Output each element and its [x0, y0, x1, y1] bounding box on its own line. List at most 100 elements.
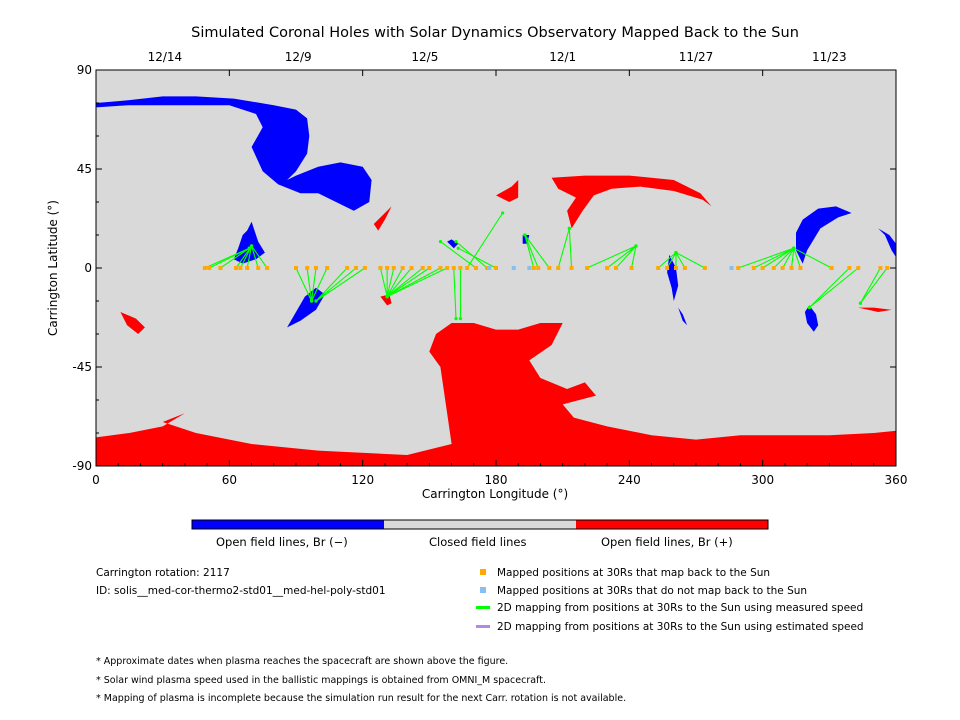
mapping-line-35: [586, 245, 637, 269]
x-axis-label: Carrington Longitude (°): [422, 487, 568, 501]
axes: 0 60 120 180 240 300 360 -90 -45 0 45 90 12/14 12/9 12…: [72, 50, 907, 487]
mapping-line-27: [440, 241, 477, 269]
mapped-point-29: [494, 266, 498, 270]
mapping-line-54: [859, 267, 881, 304]
mapping-line-55: [860, 267, 888, 304]
y-tick-label-3: 45: [77, 162, 92, 176]
mapped-point-54: [878, 266, 883, 270]
mapped-point-1: [207, 266, 212, 270]
positive-hole-1: [551, 175, 712, 229]
mapped-point-27: [474, 266, 478, 270]
mapped-point-16: [385, 266, 390, 270]
unmapped-point-2: [527, 266, 532, 270]
colorbar-label-closed: Closed field lines: [429, 535, 527, 549]
mapping-line-9: [306, 267, 313, 302]
mapping-line-45: [753, 247, 795, 269]
mapping-line-52: [808, 267, 850, 308]
mapped-point-8: [294, 266, 298, 270]
y-tick-label-0: -90: [72, 459, 92, 473]
mapping-line-23: [386, 267, 448, 298]
mapped-point-52: [847, 266, 852, 270]
mapped-point-22: [438, 266, 443, 270]
footpoint-7: [249, 244, 254, 248]
mapping-line-18: [386, 267, 404, 297]
mapping-line-29: [457, 247, 497, 269]
mapping-line-21: [386, 267, 430, 298]
mapping-line-39: [657, 252, 677, 269]
positive-hole-4: [120, 312, 145, 334]
top-date-label-2: 12/5: [411, 50, 438, 64]
x-tick-label-4: 240: [618, 473, 641, 487]
negative-hole-0: [96, 96, 372, 211]
footpoint-23: [385, 295, 389, 299]
x-tick-label-3: 180: [485, 473, 508, 487]
mapping-lines: [204, 212, 888, 319]
mapping-line-7: [251, 245, 268, 269]
legend-item-measured: 2D mapping from positions at 30Rs to the…: [497, 602, 864, 614]
mapped-point-23: [445, 266, 450, 270]
mapped-point-41: [674, 266, 678, 270]
mapped-point-30: [531, 266, 536, 270]
mapped-point-6: [256, 266, 261, 270]
mapped-point-48: [780, 266, 785, 270]
footpoint-26: [501, 211, 505, 215]
x-tick-label-0: 0: [92, 473, 100, 487]
mapping-line-46: [762, 247, 795, 269]
mapping-line-19: [386, 267, 412, 297]
positive-hole-3: [373, 206, 392, 231]
mapping-line-13: [315, 267, 357, 302]
top-date-label-0: 12/14: [148, 50, 183, 64]
colorbar-label-negative: Open field lines, Br (−): [216, 535, 348, 549]
footnote-speed: * Solar wind plasma speed used in the ba…: [96, 675, 546, 686]
footpoint-51: [792, 246, 796, 250]
mapped-point-35: [585, 266, 590, 270]
mapping-line-15: [379, 267, 388, 297]
mapping-line-8: [295, 267, 313, 302]
mapping-line-51: [793, 247, 832, 269]
colorbar-frame: [191, 519, 769, 530]
chart-title: Simulated Coronal Holes with Solar Dynam…: [191, 25, 799, 41]
mapped-point-24: [451, 266, 456, 270]
mapped-point-20: [420, 266, 425, 270]
y-tick-label-1: -45: [72, 360, 92, 374]
colorbar: [191, 519, 769, 530]
mapping-line-36: [606, 245, 637, 269]
mapping-line-37: [615, 245, 637, 269]
mapped-point-42: [682, 266, 687, 270]
mapped-point-9: [305, 266, 310, 270]
mapping-line-49: [791, 248, 795, 269]
mapped-point-38: [629, 266, 634, 270]
legend-item-unmapped: Mapped positions at 30Rs that do not map…: [497, 585, 808, 597]
mapping-line-17: [386, 267, 395, 297]
mapping-line-6: [251, 245, 259, 269]
mapped-point-49: [789, 266, 794, 270]
mapped-point-21: [427, 266, 432, 270]
footpoint-43: [674, 251, 678, 255]
footpoint-28: [454, 240, 458, 244]
mapping-line-42: [675, 252, 686, 269]
y-tick-label-4: 90: [77, 63, 92, 77]
mapping-line-47: [773, 247, 795, 269]
footnote-dates: * Approximate dates when plasma reaches …: [96, 656, 509, 667]
mapped-point-55: [885, 266, 890, 270]
mapped-point-53: [856, 266, 861, 270]
mapped-point-7: [265, 266, 270, 270]
mapping-line-5: [246, 245, 253, 269]
top-date-label-5: 11/23: [812, 50, 847, 64]
top-date-label-3: 12/1: [549, 50, 576, 64]
y-axis-label: Carrington Latitude (°): [46, 200, 60, 336]
mapping-line-48: [782, 247, 795, 269]
mapped-point-33: [556, 266, 561, 270]
mapping-line-38: [631, 245, 637, 269]
negative-hole-3: [796, 206, 852, 264]
mapped-point-40: [665, 266, 670, 270]
footpoint-32: [523, 233, 527, 237]
mapping-line-24: [453, 267, 457, 319]
mapped-point-37: [614, 266, 618, 270]
mapped-point-45: [751, 266, 756, 270]
legend-unmapped-square-icon: [480, 587, 486, 593]
mapping-line-2: [220, 247, 250, 269]
x-tick-label-5: 300: [751, 473, 774, 487]
mapping-line-12: [315, 267, 348, 302]
negative-hole-4: [804, 305, 819, 332]
